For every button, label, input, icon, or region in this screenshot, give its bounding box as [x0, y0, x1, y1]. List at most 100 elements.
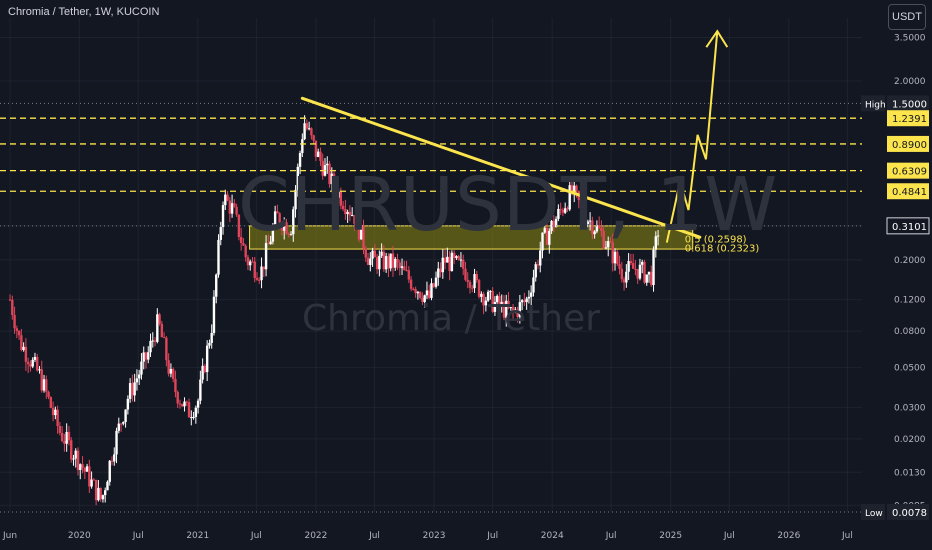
candle-body	[514, 309, 517, 312]
candle-body	[656, 235, 660, 237]
candle-body	[364, 248, 367, 258]
candle-body	[185, 401, 188, 403]
candle-body	[450, 252, 454, 272]
candle-body	[233, 203, 236, 207]
candle-body	[484, 300, 488, 306]
candle-body	[570, 185, 574, 193]
price-tag-label: 0.8900	[892, 140, 927, 151]
candle-body	[303, 123, 306, 140]
candle-body	[609, 241, 612, 243]
candle-body	[40, 369, 43, 391]
candle-body	[171, 368, 175, 379]
current-price-tag	[886, 217, 930, 235]
candle-body	[11, 299, 14, 315]
price-tag	[887, 162, 929, 179]
candle-body	[194, 407, 198, 417]
candle-body	[398, 262, 401, 269]
candle-body	[135, 378, 139, 383]
candle-body	[221, 205, 225, 228]
time-axis-label: Jul	[132, 531, 144, 541]
projection-arrowhead	[705, 29, 729, 48]
candle-body	[525, 298, 528, 303]
candle-body	[566, 208, 569, 210]
candle-body	[414, 289, 417, 294]
candle-body	[280, 224, 284, 231]
candle-body	[151, 340, 154, 342]
candle-body	[482, 293, 485, 306]
candle-body	[622, 279, 626, 283]
candle-body	[119, 423, 123, 425]
candle-body	[394, 258, 397, 268]
candle-body	[554, 218, 558, 228]
candle-body	[384, 256, 388, 270]
candle-body	[337, 191, 340, 198]
candle-body	[387, 256, 390, 269]
candle-body	[131, 383, 134, 396]
price-tag-marker-label: High	[865, 100, 886, 110]
candle-body	[22, 346, 25, 351]
price-tag	[887, 183, 929, 200]
candle-body	[475, 274, 479, 281]
candle-body	[373, 250, 377, 258]
candle-body	[362, 224, 365, 249]
candle-body	[81, 464, 84, 468]
candle-body	[375, 257, 379, 270]
candle-body	[83, 467, 87, 472]
candle-body	[339, 191, 343, 206]
candle-body	[380, 251, 383, 256]
candle-body	[480, 293, 483, 297]
candle-body	[137, 374, 141, 379]
candle-body	[341, 205, 345, 209]
candle-body	[416, 291, 420, 294]
symbol-title: Chromia / Tether, 1W, KUCOIN	[8, 6, 160, 18]
price-axis-label: 0.2000	[894, 256, 926, 266]
candle-body	[133, 382, 136, 396]
candle-body	[604, 247, 608, 249]
candle-body	[90, 479, 93, 487]
trendline	[300, 96, 702, 239]
current-price-label: 0.3101	[892, 222, 927, 233]
candle-body	[314, 140, 318, 157]
candle-body	[273, 211, 277, 227]
time-axis-label: 2022	[304, 531, 327, 541]
candle-body	[244, 245, 247, 258]
candle-body	[42, 379, 46, 391]
candle-body	[545, 227, 549, 245]
candle-body	[85, 466, 89, 472]
candle-body	[285, 222, 288, 234]
candle-body	[532, 277, 535, 293]
candle-body	[235, 206, 238, 215]
candle-body	[215, 274, 218, 297]
candle-body	[29, 364, 32, 367]
candle-body	[346, 211, 349, 215]
price-tag	[887, 135, 929, 152]
price-tag-marker	[861, 95, 885, 112]
candle-body	[563, 208, 567, 213]
candle-body	[618, 263, 621, 269]
candle-body	[237, 214, 241, 238]
candle-body	[126, 398, 130, 410]
candle-body	[108, 460, 111, 482]
candle-body	[72, 458, 75, 460]
candle-body	[276, 211, 279, 214]
candle-body	[192, 416, 195, 418]
currency-button[interactable]: USDT	[888, 4, 926, 30]
price-tag-label: 1.5000	[892, 99, 927, 110]
candle-body	[156, 314, 159, 342]
time-axis-label: Jul	[250, 531, 262, 541]
candle-body	[124, 409, 127, 423]
candle-body	[260, 266, 263, 281]
candle-body	[357, 214, 361, 240]
time-axis-label: 2026	[777, 531, 800, 541]
candle-body	[473, 274, 476, 289]
zone-label: 0.618 (0.2323)	[685, 243, 760, 254]
candle-body	[104, 490, 107, 496]
candle-body	[631, 263, 635, 269]
candle-body	[552, 220, 556, 228]
candle-body	[79, 464, 82, 470]
candle-body	[613, 251, 617, 264]
candle-body	[305, 123, 309, 129]
candle-body	[335, 188, 338, 198]
candle-body	[262, 266, 266, 270]
